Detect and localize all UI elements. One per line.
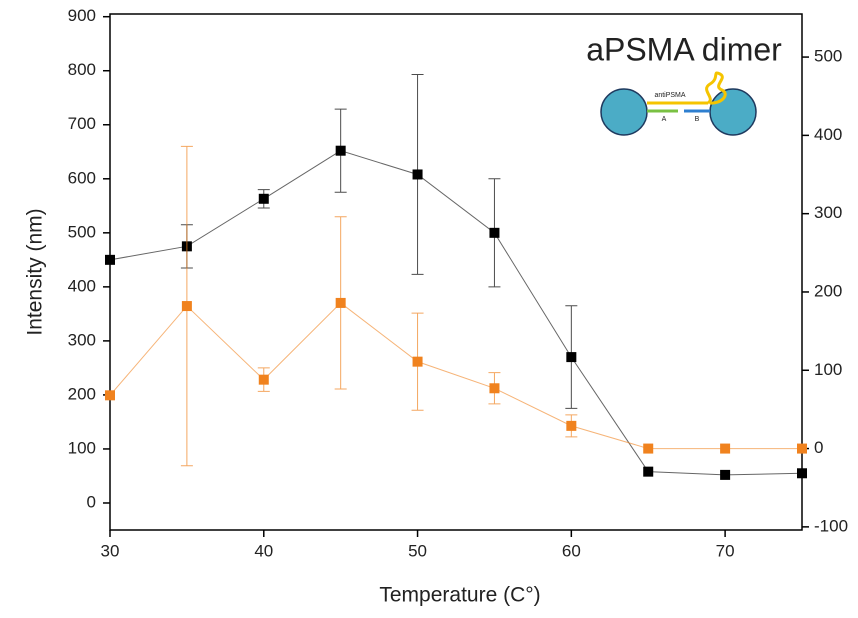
point — [643, 443, 654, 454]
y-tick-label: 200 — [68, 384, 96, 403]
point — [335, 297, 346, 308]
diagram-label: antiPSMA — [654, 92, 685, 99]
y-tick-label: 500 — [68, 222, 96, 241]
x-tick-label: 50 — [408, 541, 427, 560]
y2-tick-label: 200 — [814, 281, 842, 300]
diagram-circle — [600, 88, 648, 136]
y-axis-title: Intensity (nm) — [24, 208, 47, 335]
point — [258, 193, 269, 204]
y2-tick-label: 100 — [814, 360, 842, 379]
y-tick-label: 800 — [68, 60, 96, 79]
diagram-label: B — [695, 116, 700, 123]
point — [643, 466, 654, 477]
diagram-circle — [709, 88, 757, 136]
y2-tick-label: 400 — [814, 125, 842, 144]
point — [489, 383, 500, 394]
y-tick-label: 600 — [68, 168, 96, 187]
point — [797, 443, 807, 454]
y-tick-label: 100 — [68, 438, 96, 457]
point — [412, 356, 423, 367]
x-tick-label: 30 — [101, 541, 120, 560]
y-tick-label: 0 — [87, 492, 96, 511]
point — [105, 254, 115, 265]
y-tick-label: 700 — [68, 114, 96, 133]
diagram-loop — [705, 71, 727, 105]
series-line — [109, 302, 802, 450]
point — [335, 145, 346, 156]
point — [489, 227, 500, 238]
plot-frame — [109, 13, 803, 531]
y-tick-label: 900 — [68, 6, 96, 25]
point — [720, 443, 731, 454]
x-tick-label: 60 — [562, 541, 581, 560]
y-tick-label: 400 — [68, 276, 96, 295]
x-tick-label: 70 — [716, 541, 735, 560]
diagram-label: A — [662, 116, 667, 123]
point — [797, 468, 807, 479]
y-tick-label: 300 — [68, 330, 96, 349]
point — [412, 169, 423, 180]
point — [566, 352, 577, 363]
point — [105, 390, 115, 401]
point — [258, 374, 269, 385]
y2-tick-label: 500 — [814, 47, 842, 66]
y2-tick-label: 300 — [814, 203, 842, 222]
point — [720, 469, 731, 480]
diagram: antiPSMA A B — [600, 71, 757, 136]
point — [566, 420, 577, 431]
y2-tick-label: 0 — [814, 438, 823, 457]
point — [181, 301, 192, 312]
y2-tick-label: -100 — [814, 516, 848, 535]
series-line — [109, 150, 803, 476]
x-axis-title: Temperature (C°) — [379, 584, 540, 607]
annotation: aPSMA dimer — [586, 31, 782, 67]
x-tick-label: 40 — [254, 541, 273, 560]
